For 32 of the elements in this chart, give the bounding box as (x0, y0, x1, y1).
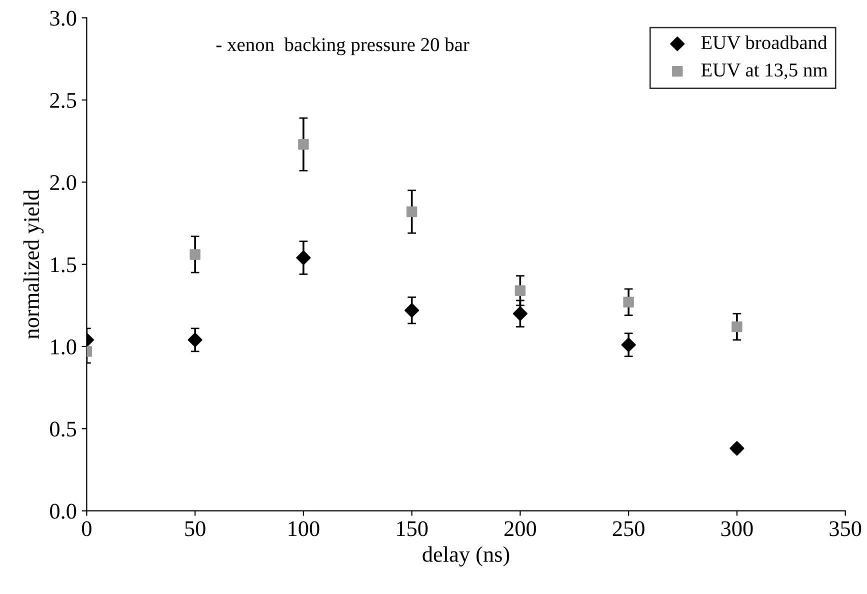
y-tick-label: 3.0 (50, 10, 76, 26)
y-tick-label: 0.5 (50, 422, 76, 437)
annotation: - xenon backing pressure 20 bar (216, 38, 470, 56)
legend-label: EUV at 13,5 nm (701, 64, 828, 80)
x-tick-label: 300 (721, 521, 753, 536)
x-tick-label: 250 (612, 521, 644, 536)
y-tick-label: 0.0 (50, 504, 76, 519)
x-tick-label: 50 (185, 521, 206, 536)
x-axis-title: delay (ns) (422, 546, 510, 566)
y-tick-label: 2.5 (50, 92, 76, 108)
x-tick-label: 100 (288, 521, 320, 536)
point (296, 250, 311, 266)
point (512, 306, 528, 321)
point (190, 249, 200, 260)
point (406, 206, 418, 218)
x-tick-label: 200 (504, 521, 536, 536)
point (188, 332, 202, 348)
legend-label: EUV broadband (701, 35, 828, 50)
y-axis-title: normalized yield (23, 190, 44, 339)
point (623, 296, 634, 308)
y-tick-label: 2.0 (50, 175, 76, 190)
point (730, 441, 744, 456)
y-tick-label: 1.5 (51, 257, 76, 272)
x-tick-label: 350 (830, 521, 862, 536)
point (404, 303, 420, 318)
point (298, 139, 309, 150)
point (621, 338, 636, 352)
x-tick-label: 150 (397, 521, 428, 536)
y-tick-label: 1.0 (51, 339, 76, 355)
x-tick-label: 0 (82, 521, 92, 536)
point (732, 321, 742, 332)
point (514, 285, 526, 296)
